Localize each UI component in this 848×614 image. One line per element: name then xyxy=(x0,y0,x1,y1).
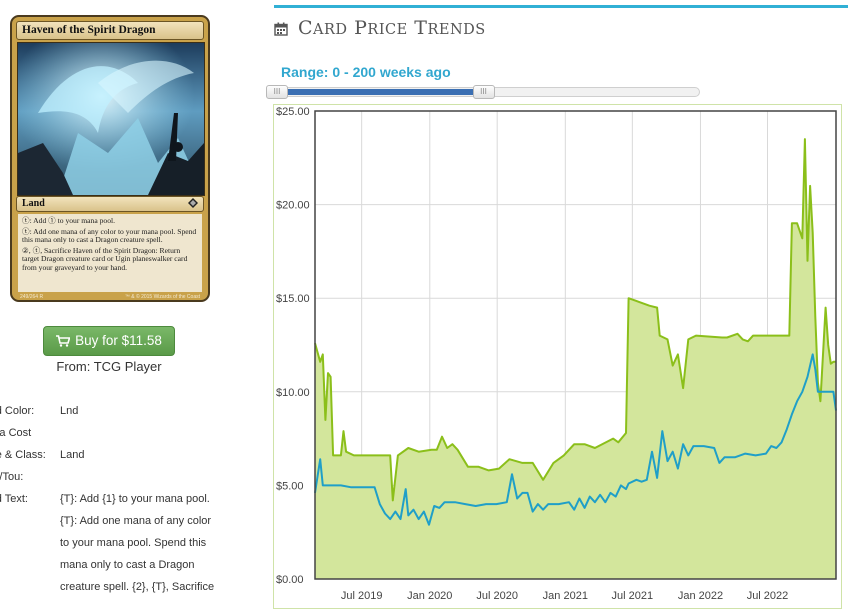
attribute-row: Card Text: {T}: Add {1} to your mana poo… xyxy=(0,488,230,598)
attribute-key: Pow/Tou: xyxy=(0,471,24,483)
collector-number: 249/264 R xyxy=(20,294,44,300)
attribute-value xyxy=(60,422,230,444)
range-slider-fill xyxy=(278,89,484,95)
x-tick-label: Jul 2020 xyxy=(476,590,518,602)
card-rules-text: ⓣ: Add ① to your mana pool. ⓣ: Add one m… xyxy=(18,214,202,292)
x-tick-label: Jan 2020 xyxy=(407,590,452,602)
series-line-0 xyxy=(314,138,836,502)
card-name: Haven of the Spirit Dragon xyxy=(16,21,204,40)
card-copyright: ™ & © 2015 Wizards of the Coast xyxy=(124,294,200,300)
range-slider-end-handle[interactable]: III xyxy=(472,85,495,99)
attribute-key: Type & Class: xyxy=(0,449,46,461)
attribute-row: Mana Cost xyxy=(0,422,230,444)
y-tick-label: $15.00 xyxy=(276,293,310,305)
card-attributes: Card Color: Lnd Mana Cost Type & Class: … xyxy=(0,400,230,598)
buy-button-label: Buy for $11.58 xyxy=(75,333,162,348)
card-text-line: {T}: Add {1} to your mana pool. xyxy=(60,493,210,505)
attribute-key: Card Text: xyxy=(0,493,28,505)
section-title: CARD PRICE TRENDS xyxy=(274,14,486,42)
card-text-line: creature spell. {2}, {T}, Sacrifice xyxy=(60,581,215,593)
range-label: Range: 0 - 200 weeks ago xyxy=(281,64,451,80)
card-text-line: to your mana pool. Spend this xyxy=(60,537,207,549)
attribute-value xyxy=(60,466,230,488)
set-symbol-icon xyxy=(188,198,198,208)
calendar-icon xyxy=(274,22,288,36)
price-source: From: TCG Player xyxy=(56,359,162,374)
attribute-row: Card Color: Lnd xyxy=(0,400,230,422)
x-tick-label: Jan 2022 xyxy=(678,590,723,602)
range-slider[interactable]: III III xyxy=(266,85,700,99)
attribute-key: Card Color: xyxy=(0,405,35,417)
card-image: Haven of the Spirit Dragon xyxy=(10,15,210,302)
plot-border xyxy=(314,110,837,580)
attribute-key: Mana Cost xyxy=(0,427,32,439)
card-art xyxy=(17,42,205,196)
x-tick-label: Jul 2021 xyxy=(612,590,654,602)
series-area-0 xyxy=(315,139,836,579)
card-text-line: mana only to cast a Dragon xyxy=(60,559,195,571)
buy-button[interactable]: Buy for $11.58 xyxy=(43,326,175,356)
section-title-text: CARD PRICE TRENDS xyxy=(298,17,486,39)
attribute-row: Type & Class: Land xyxy=(0,444,230,466)
card-footer: 249/264 R ™ & © 2015 Wizards of the Coas… xyxy=(18,293,202,301)
card-rule-line: ②, ⓣ, Sacrifice Haven of the Spirit Drag… xyxy=(22,245,188,272)
y-tick-label: $5.00 xyxy=(276,480,304,492)
attribute-value: Land xyxy=(60,449,85,461)
series-line-1 xyxy=(314,353,837,526)
section-divider xyxy=(274,5,848,8)
card-rule-line: ⓣ: Add one mana of any color to your man… xyxy=(22,226,197,245)
y-tick-label: $20.00 xyxy=(276,200,310,212)
range-slider-start-handle[interactable]: III xyxy=(266,85,288,99)
attribute-row: Pow/Tou: xyxy=(0,466,230,488)
card-text-line: {T}: Add one mana of any color xyxy=(60,515,212,527)
attribute-value: Lnd xyxy=(60,405,79,417)
x-tick-label: Jan 2021 xyxy=(543,590,588,602)
y-tick-label: $0.00 xyxy=(276,574,304,586)
x-tick-label: Jul 2019 xyxy=(341,590,383,602)
price-trend-chart: $0.00 $5.00 $10.00 $15.00 $20.00 $25.00 Jul 20… xyxy=(276,106,837,602)
card-type-line: Land xyxy=(16,196,204,212)
shopping-cart-icon xyxy=(56,335,71,348)
card-rule-line: ⓣ: Add ① to your mana pool. xyxy=(22,216,116,225)
x-tick-label: Jul 2022 xyxy=(747,590,789,602)
y-tick-label: $25.00 xyxy=(276,106,310,118)
attribute-value: {T}: Add {1} to your mana pool. {T}: Add… xyxy=(60,488,230,598)
y-tick-label: $10.00 xyxy=(276,387,310,399)
